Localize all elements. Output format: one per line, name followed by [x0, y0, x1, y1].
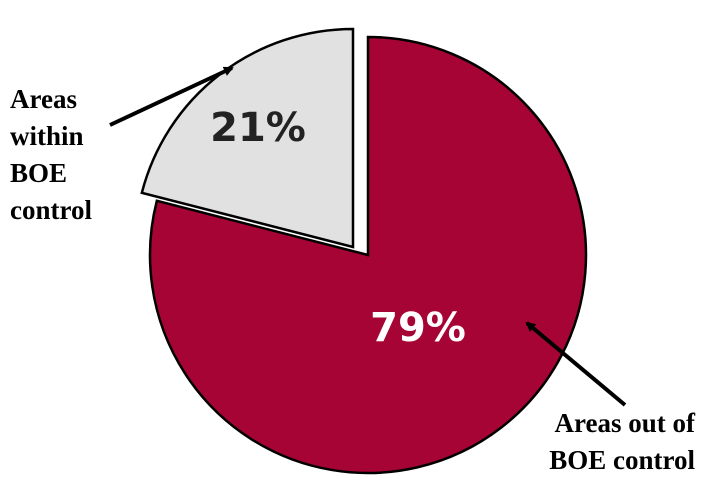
- slice-value-label-2: 79%: [370, 305, 466, 351]
- callout-label-1: Areas within BOE control: [10, 84, 92, 225]
- callout-line: BOE control: [549, 445, 695, 475]
- slices-layer: [140, 27, 588, 475]
- callout-arrow-1: [109, 66, 234, 127]
- slice-value-label-1: 21%: [210, 105, 306, 151]
- callout-line: Areas: [10, 84, 77, 114]
- value-labels-layer: 21% 79%: [210, 105, 466, 351]
- callout-arrow-2: [525, 321, 627, 407]
- callouts-layer: Areas within BOE control Areas out of BOE con…: [10, 66, 696, 475]
- callout-line: within: [10, 121, 84, 151]
- callout-line: control: [10, 195, 92, 225]
- pie-slice-2: [148, 35, 588, 475]
- callout-line: BOE: [10, 158, 67, 188]
- callout-line: Areas out of: [555, 408, 696, 438]
- callout-label-2: Areas out of BOE control: [549, 408, 696, 475]
